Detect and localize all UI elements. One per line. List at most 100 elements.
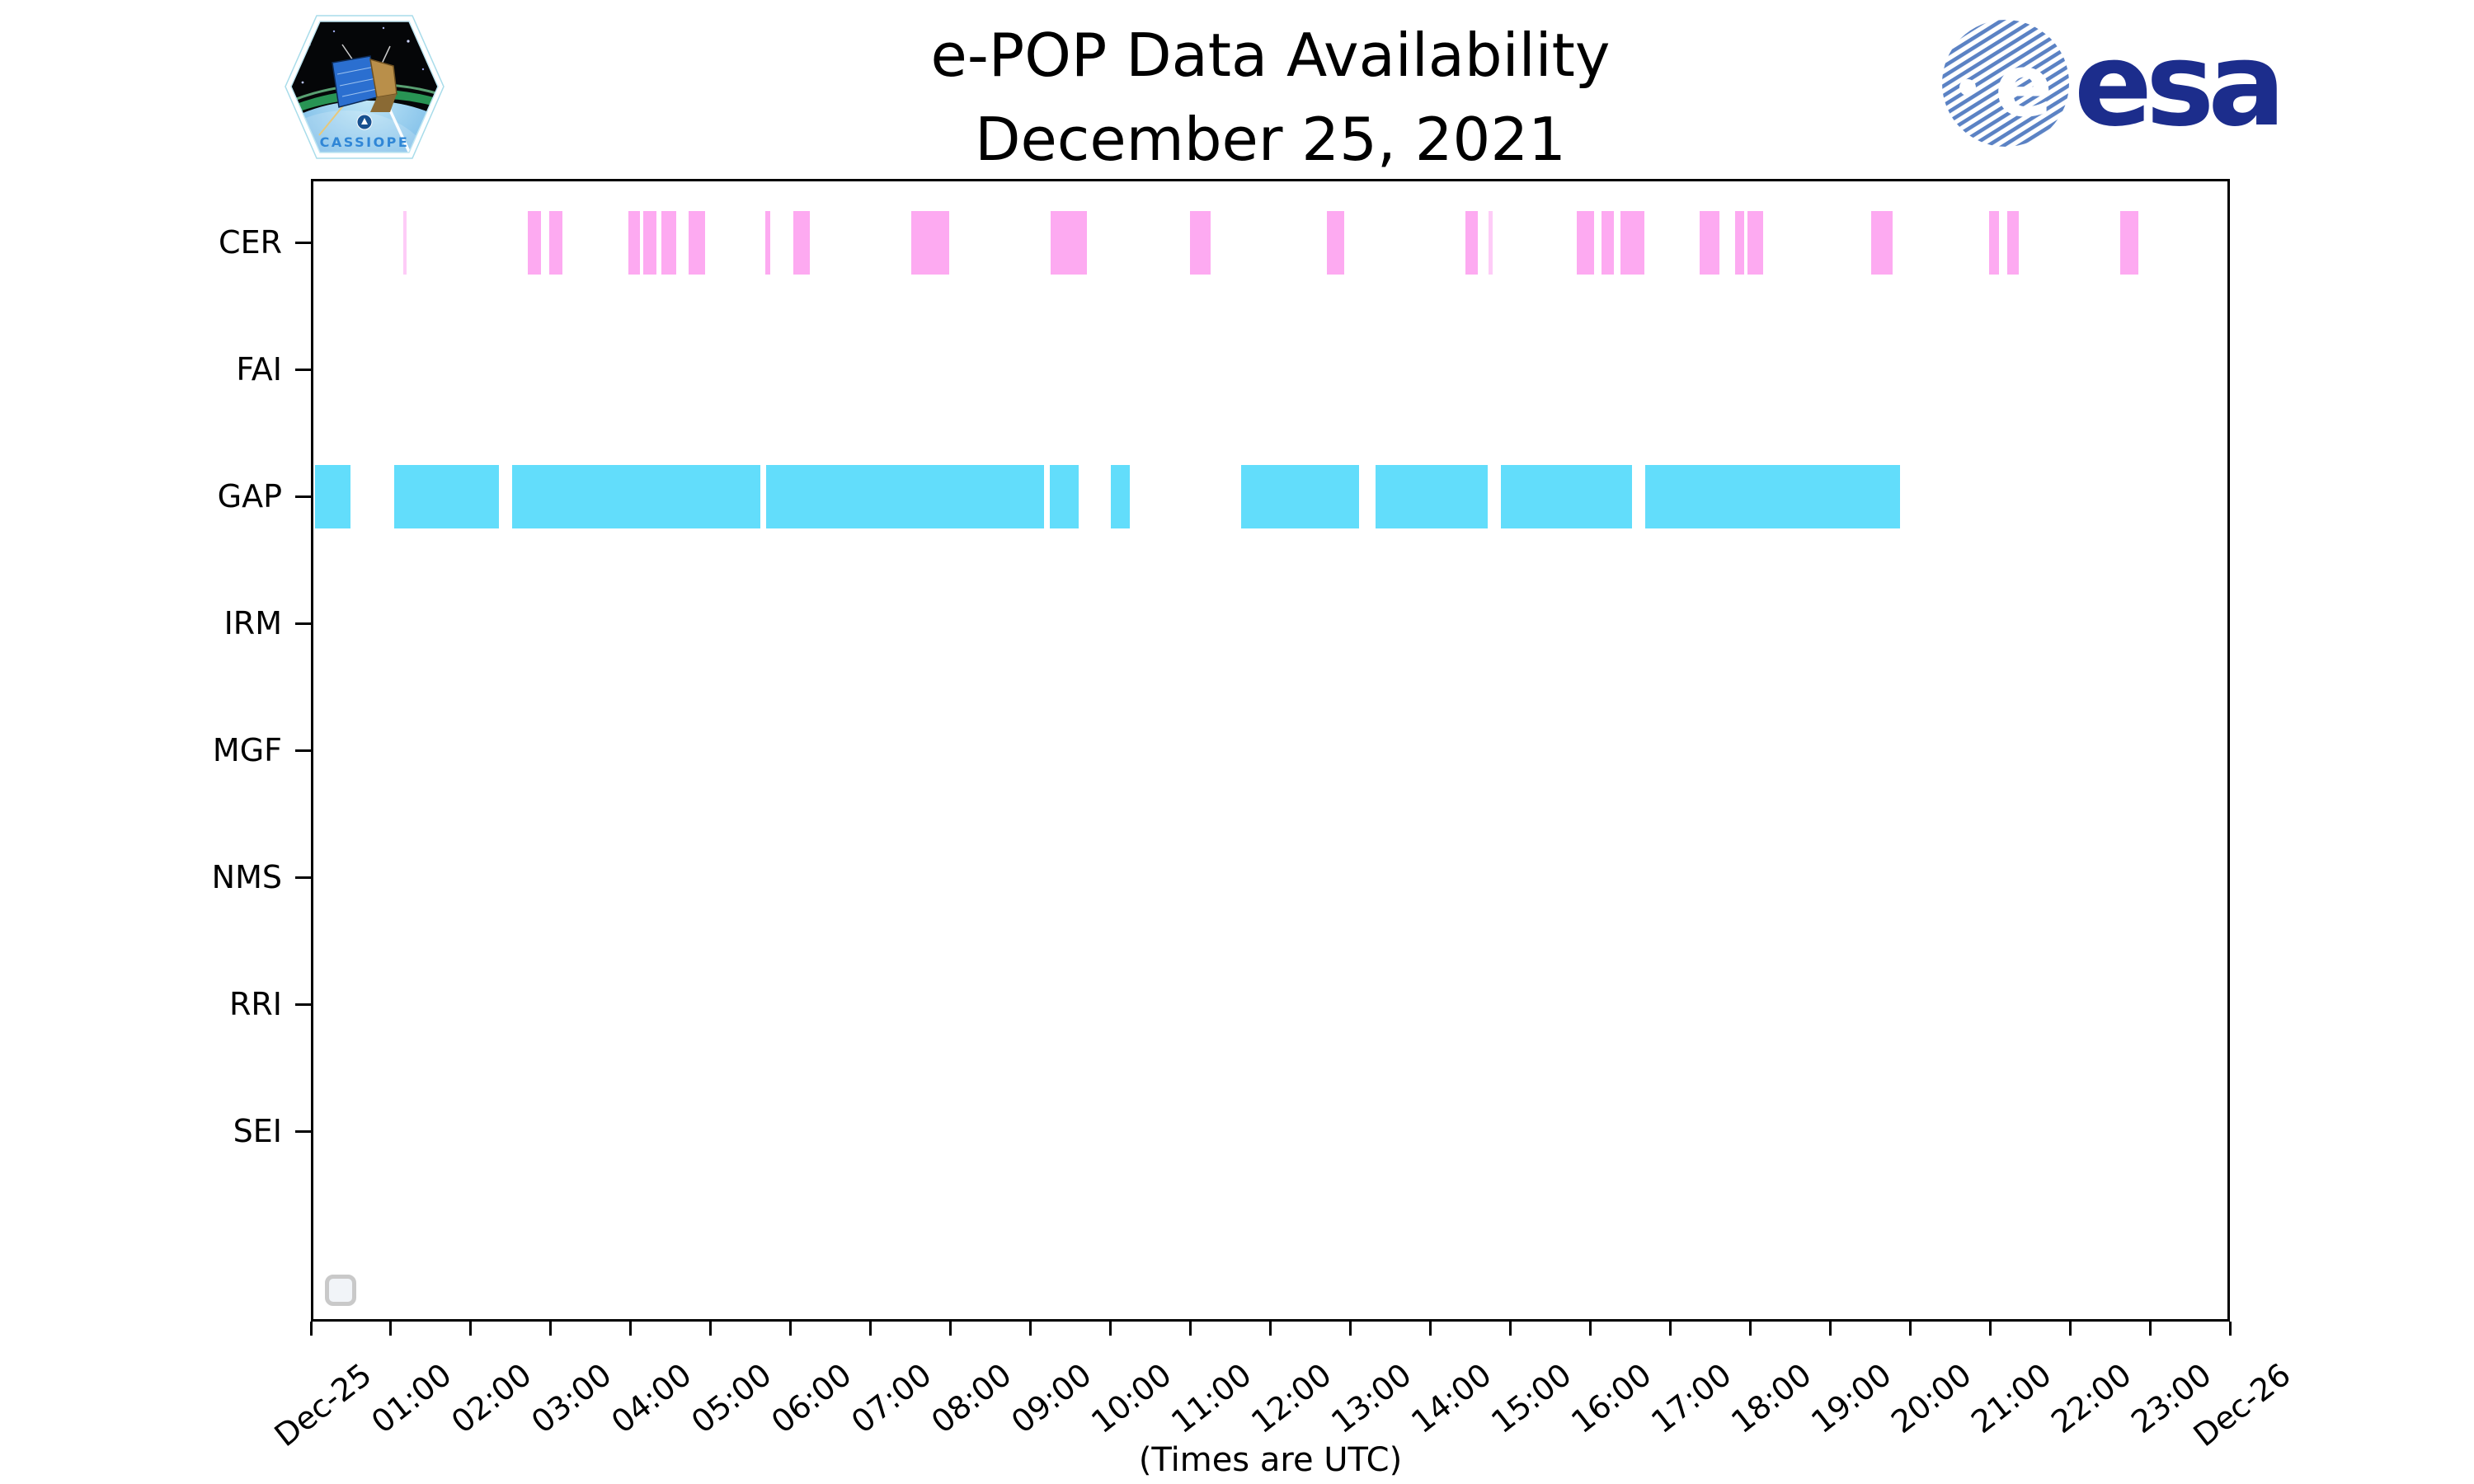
chart-title: e-POP Data Availability December 25, 202… [311,13,2230,181]
chart-title-line1: e-POP Data Availability [930,21,1611,90]
availability-bar-cer [628,210,641,275]
x-tick-label: 03:00 [524,1356,618,1441]
y-axis-label-irm: IRM [223,605,282,641]
availability-bar-gap [511,464,760,528]
x-tick-label: 21:00 [1964,1356,2058,1441]
x-tick-label: 05:00 [684,1356,778,1441]
availability-bar-cer [528,210,541,275]
availability-bar-cer [1747,210,1764,275]
cassiope-mission-patch-logo: CASSIOPE [285,15,444,159]
x-tick [2068,1322,2072,1336]
availability-bar-gap [314,464,351,528]
availability-bar-cer [661,210,676,275]
x-tick-label: 07:00 [844,1356,938,1441]
x-tick-label: 04:00 [604,1356,698,1441]
availability-bar-gap [766,464,1044,528]
y-tick [295,495,311,498]
x-tick [1348,1322,1352,1336]
x-tick [389,1322,393,1336]
esa-globe-icon: e [1942,20,2069,147]
x-tick [309,1322,313,1336]
esa-logo: e esa [1940,16,2294,153]
availability-bar-cer [1050,210,1088,275]
x-tick [1508,1322,1512,1336]
x-tick [869,1322,872,1336]
availability-bar-cer [1988,210,2000,275]
availability-bar-cer [1735,210,1744,275]
x-tick [1668,1322,1672,1336]
y-axis-label-rri: RRI [228,986,282,1022]
x-tick-label: 13:00 [1324,1356,1418,1441]
availability-bar-cer [1465,210,1478,275]
x-tick-label: 16:00 [1564,1356,1658,1441]
x-tick [1029,1322,1032,1336]
availability-bar-cer [2120,210,2138,275]
x-tick [2148,1322,2152,1336]
availability-bar-cer [1576,210,1595,275]
x-tick-label: 22:00 [2044,1356,2138,1441]
availability-bar-gap [1049,464,1079,528]
x-tick [709,1322,713,1336]
x-tick-label: 18:00 [1724,1356,1818,1441]
y-axis-label-sei: SEI [233,1113,282,1149]
x-tick-label: 06:00 [764,1356,858,1441]
availability-bar-cer [765,210,771,275]
availability-bar-cer [403,210,407,275]
x-tick [1588,1322,1592,1336]
x-tick-label: 01:00 [365,1356,459,1441]
availability-bar-cer [1601,210,1615,275]
x-tick-label: 12:00 [1244,1356,1338,1441]
availability-bar-cer [793,210,811,275]
x-tick [2228,1322,2232,1336]
x-tick-label: 15:00 [1484,1356,1578,1441]
y-tick [295,1003,311,1006]
x-tick [1189,1322,1192,1336]
x-tick [1748,1322,1752,1336]
availability-bar-cer [1489,210,1493,275]
x-tick [949,1322,952,1336]
x-tick-label: 08:00 [924,1356,1018,1441]
x-tick-label: 20:00 [1884,1356,1978,1441]
x-tick [1109,1322,1112,1336]
plot-area [311,179,2230,1322]
x-tick-label: 09:00 [1004,1356,1098,1441]
y-tick [295,876,311,879]
x-tick [1428,1322,1432,1336]
x-tick-label: 19:00 [1804,1356,1898,1441]
y-tick [295,368,311,371]
checkbox-widget[interactable] [325,1275,356,1306]
availability-bar-cer [1699,210,1719,275]
x-tick [1828,1322,1832,1336]
availability-bar-gap [1240,464,1359,528]
x-tick-label: 02:00 [444,1356,539,1441]
esa-wordmark: esa [2074,18,2286,153]
availability-bar-gap [1645,464,1901,528]
svg-text:e: e [1995,35,2053,136]
availability-bar-gap [393,464,500,528]
x-tick [1908,1322,1912,1336]
x-tick [469,1322,473,1336]
y-tick [295,241,311,244]
x-tick-label: 10:00 [1084,1356,1178,1441]
availability-bar-cer [643,210,656,275]
y-axis-label-gap: GAP [217,478,282,514]
availability-bar-cer [911,210,949,275]
x-tick-label: 11:00 [1164,1356,1258,1441]
availability-bar-gap [1376,464,1488,528]
y-axis-label-nms: NMS [211,859,282,895]
x-tick [1269,1322,1272,1336]
y-tick [295,622,311,625]
y-tick [295,749,311,752]
satellite-illustration [332,55,397,112]
x-tick [1988,1322,1992,1336]
availability-bar-gap [1111,464,1131,528]
y-tick [295,1129,311,1133]
x-tick-label: Dec-25 [268,1356,379,1454]
availability-bar-gap [1500,464,1632,528]
y-axis-label-cer: CER [219,224,282,261]
availability-bar-cer [689,210,705,275]
y-axis-label-fai: FAI [236,351,282,387]
availability-bar-cer [1327,210,1345,275]
x-tick [629,1322,633,1336]
cassiope-patch-label: CASSIOPE [320,134,410,150]
